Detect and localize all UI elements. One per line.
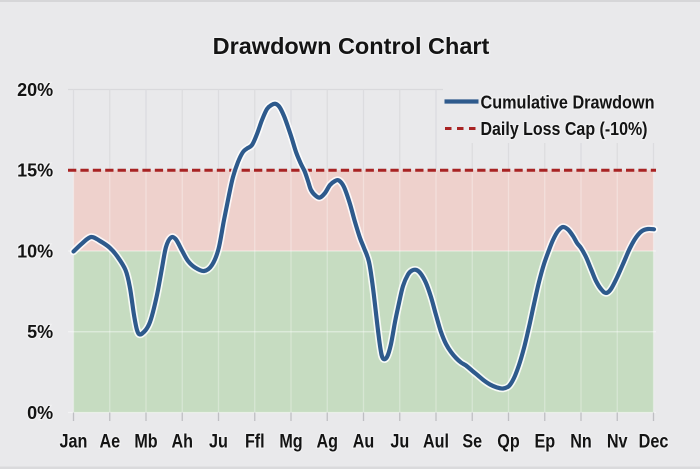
svg-text:Ffl: Ffl xyxy=(245,432,265,453)
svg-text:Ag: Ag xyxy=(316,432,338,453)
svg-text:0%: 0% xyxy=(27,403,53,423)
svg-text:Drawdown Control Chart: Drawdown Control Chart xyxy=(213,33,490,59)
svg-text:Dec: Dec xyxy=(639,432,669,453)
svg-text:Ae: Ae xyxy=(99,432,120,453)
svg-text:Mb: Mb xyxy=(134,432,157,453)
svg-text:15%: 15% xyxy=(17,161,53,181)
svg-text:Cumulative Drawdown: Cumulative Drawdown xyxy=(481,92,655,112)
svg-text:Qp: Qp xyxy=(497,432,519,453)
svg-text:Ep: Ep xyxy=(534,432,555,453)
svg-text:Aul: Aul xyxy=(423,432,449,453)
svg-text:Au: Au xyxy=(353,432,375,453)
svg-text:5%: 5% xyxy=(27,322,53,342)
svg-text:10%: 10% xyxy=(17,241,53,261)
svg-text:Nn: Nn xyxy=(570,432,592,453)
svg-text:Mg: Mg xyxy=(279,432,302,453)
svg-text:Ju: Ju xyxy=(390,432,409,453)
svg-text:Se: Se xyxy=(462,432,482,453)
svg-text:Ju: Ju xyxy=(209,432,228,453)
svg-text:Ah: Ah xyxy=(171,432,193,453)
svg-text:20%: 20% xyxy=(17,80,53,100)
svg-text:Nv: Nv xyxy=(607,432,628,453)
svg-text:Daily Loss Cap (-10%): Daily Loss Cap (-10%) xyxy=(481,119,648,139)
svg-text:Jan: Jan xyxy=(60,432,88,453)
